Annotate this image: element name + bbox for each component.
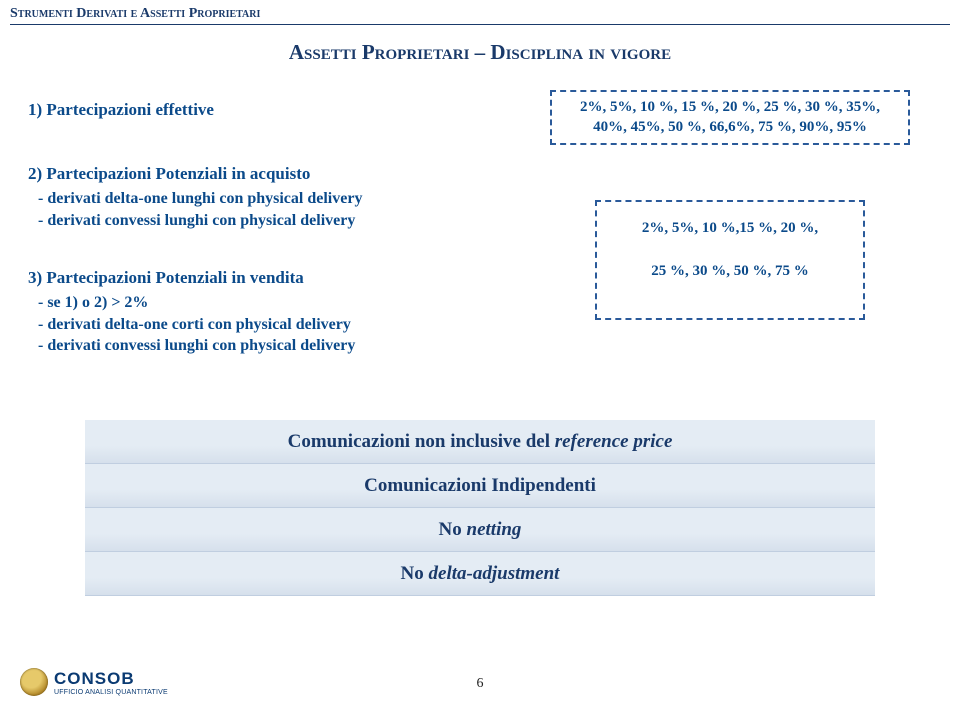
banner-stack: Comunicazioni non inclusive del referenc… bbox=[85, 420, 875, 596]
banner-3: No netting bbox=[85, 508, 875, 552]
thresholds-box-2: 2%, 5%, 10 %,15 %, 20 %, 25 %, 30 %, 50 … bbox=[595, 200, 865, 320]
slide-title: Assetti Proprietari – Disciplina in vigo… bbox=[0, 40, 960, 65]
banner-4: No delta-adjustment bbox=[85, 552, 875, 596]
section-3-head: 3) Partecipazioni Potenziali in vendita bbox=[28, 268, 498, 288]
banner-4-em: delta-adjustment bbox=[429, 563, 560, 584]
page-number: 6 bbox=[0, 676, 960, 692]
section-3: 3) Partecipazioni Potenziali in vendita … bbox=[28, 268, 498, 357]
thresholds-box-1: 2%, 5%, 10 %, 15 %, 20 %, 25 %, 30 %, 35… bbox=[550, 90, 910, 145]
section-2-sub-b: - derivati convessi lunghi con physical … bbox=[38, 210, 498, 232]
banner-2: Comunicazioni Indipendenti bbox=[85, 464, 875, 508]
thresholds-box-1-line1: 2%, 5%, 10 %, 15 %, 20 %, 25 %, 30 %, 35… bbox=[562, 98, 898, 118]
section-1-head: 1) Partecipazioni effettive bbox=[28, 100, 498, 120]
section-3-sub-b: - derivati delta-one corti con physical … bbox=[38, 314, 498, 336]
section-2-sub-a: - derivati delta-one lunghi con physical… bbox=[38, 188, 498, 210]
thresholds-box-2-line1: 2%, 5%, 10 %,15 %, 20 %, bbox=[607, 220, 853, 237]
banner-1-text: Comunicazioni non inclusive del bbox=[288, 431, 555, 452]
section-2: 2) Partecipazioni Potenziali in acquisto… bbox=[28, 164, 498, 231]
banner-3-em: netting bbox=[467, 519, 522, 540]
section-2-head: 2) Partecipazioni Potenziali in acquisto bbox=[28, 164, 498, 184]
banner-3-text: No bbox=[439, 519, 467, 540]
banner-1-em: reference price bbox=[555, 431, 673, 452]
banner-4-text: No bbox=[401, 563, 429, 584]
section-3-sub-c: - derivati convessi lunghi con physical … bbox=[38, 335, 498, 357]
thresholds-box-2-line2: 25 %, 30 %, 50 %, 75 % bbox=[607, 263, 853, 280]
header-strip: Strumenti Derivati e Assetti Proprietari bbox=[10, 6, 950, 25]
section-3-sub-a: - se 1) o 2) > 2% bbox=[38, 292, 498, 314]
section-1: 1) Partecipazioni effettive bbox=[28, 100, 498, 124]
thresholds-box-1-line2: 40%, 45%, 50 %, 66,6%, 75 %, 90%, 95% bbox=[562, 118, 898, 138]
banner-1: Comunicazioni non inclusive del referenc… bbox=[85, 420, 875, 464]
